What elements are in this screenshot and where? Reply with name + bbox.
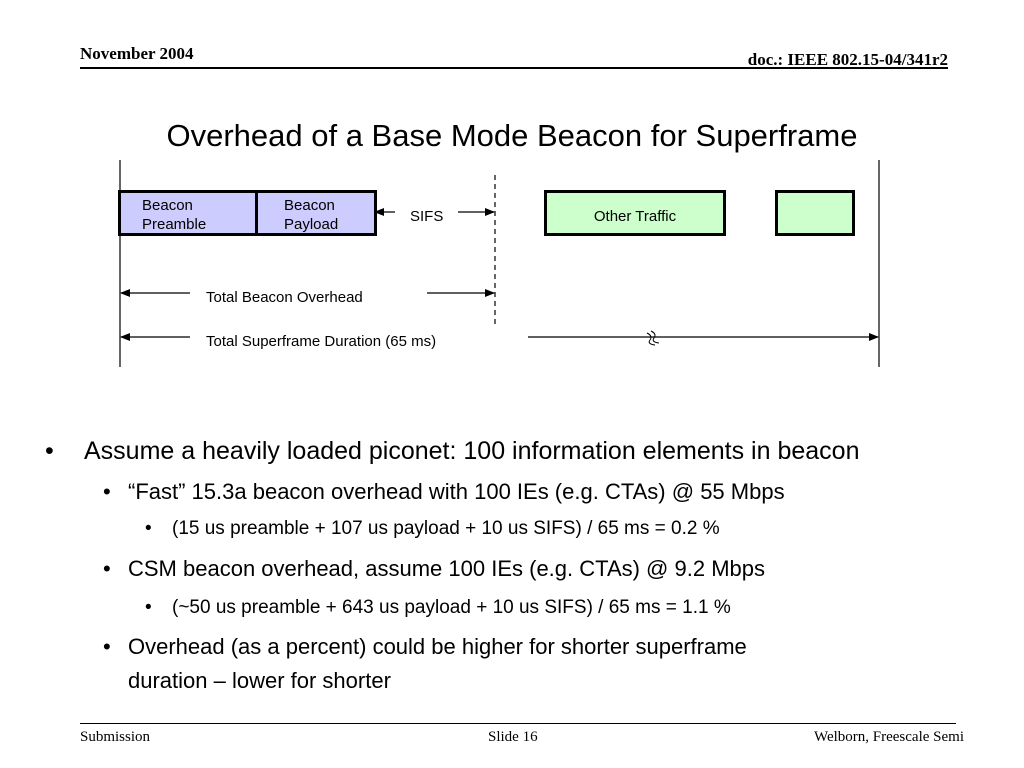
bullet-dot-l3: • — [145, 518, 152, 539]
bullet-dot-l2: • — [103, 556, 111, 581]
beacon-payload-line1: Beacon — [284, 197, 335, 214]
header-date: November 2004 — [80, 44, 194, 63]
bullet-dot-l2: • — [103, 634, 111, 659]
slide-title: Overhead of a Base Mode Beacon for Super… — [166, 118, 858, 153]
total-superframe-duration-label: Total Superframe Duration (65 ms) — [206, 333, 437, 350]
break-mark-1 — [646, 332, 656, 346]
sifs-label: SIFS — [410, 208, 444, 225]
bullet-l1-1: Assume a heavily loaded piconet: 100 inf… — [84, 437, 860, 465]
bullet-dot-l1: • — [45, 437, 54, 465]
header-rule — [80, 67, 948, 69]
bullet-l2-3-line1: Overhead (as a percent) could be higher … — [128, 634, 747, 659]
footer-author: Welborn, Freescale Semi — [814, 729, 964, 745]
beacon-preamble-line2: Preamble — [142, 216, 207, 233]
superframe-diagram: Beacon Preamble Beacon Payload SIFS Othe… — [0, 155, 1024, 375]
bullet-l3-1: (15 us preamble + 107 us payload + 10 us… — [172, 518, 720, 539]
bullet-dot-l2: • — [103, 479, 111, 504]
footer-rule — [80, 723, 956, 724]
bullet-dot-l3: • — [145, 597, 152, 618]
next-beacon-box — [775, 190, 855, 236]
beacon-preamble-line1: Beacon — [142, 197, 193, 214]
bullet-l2-2: CSM beacon overhead, assume 100 IEs (e.g… — [128, 556, 765, 581]
header-doc-id: doc.: IEEE 802.15-04/341r2 — [747, 50, 948, 69]
bullet-l3-2: (~50 us preamble + 643 us payload + 10 u… — [172, 597, 731, 618]
other-traffic-label: Other Traffic — [593, 208, 677, 225]
bullet-l2-1: “Fast” 15.3a beacon overhead with 100 IE… — [128, 479, 785, 504]
beacon-preamble-box: Beacon Preamble — [118, 190, 258, 236]
break-mark-2 — [650, 330, 660, 344]
footer-slide-number: Slide 16 — [488, 729, 538, 745]
diagram-lines — [119, 160, 880, 367]
other-traffic-box: Other Traffic — [544, 190, 726, 236]
beacon-payload-box: Beacon Payload — [255, 190, 377, 236]
footer-submission: Submission — [80, 729, 151, 745]
bullet-l2-3-line2: duration – lower for shorter — [128, 668, 391, 693]
total-beacon-overhead-label: Total Beacon Overhead — [206, 289, 363, 306]
beacon-payload-line2: Payload — [284, 216, 339, 233]
